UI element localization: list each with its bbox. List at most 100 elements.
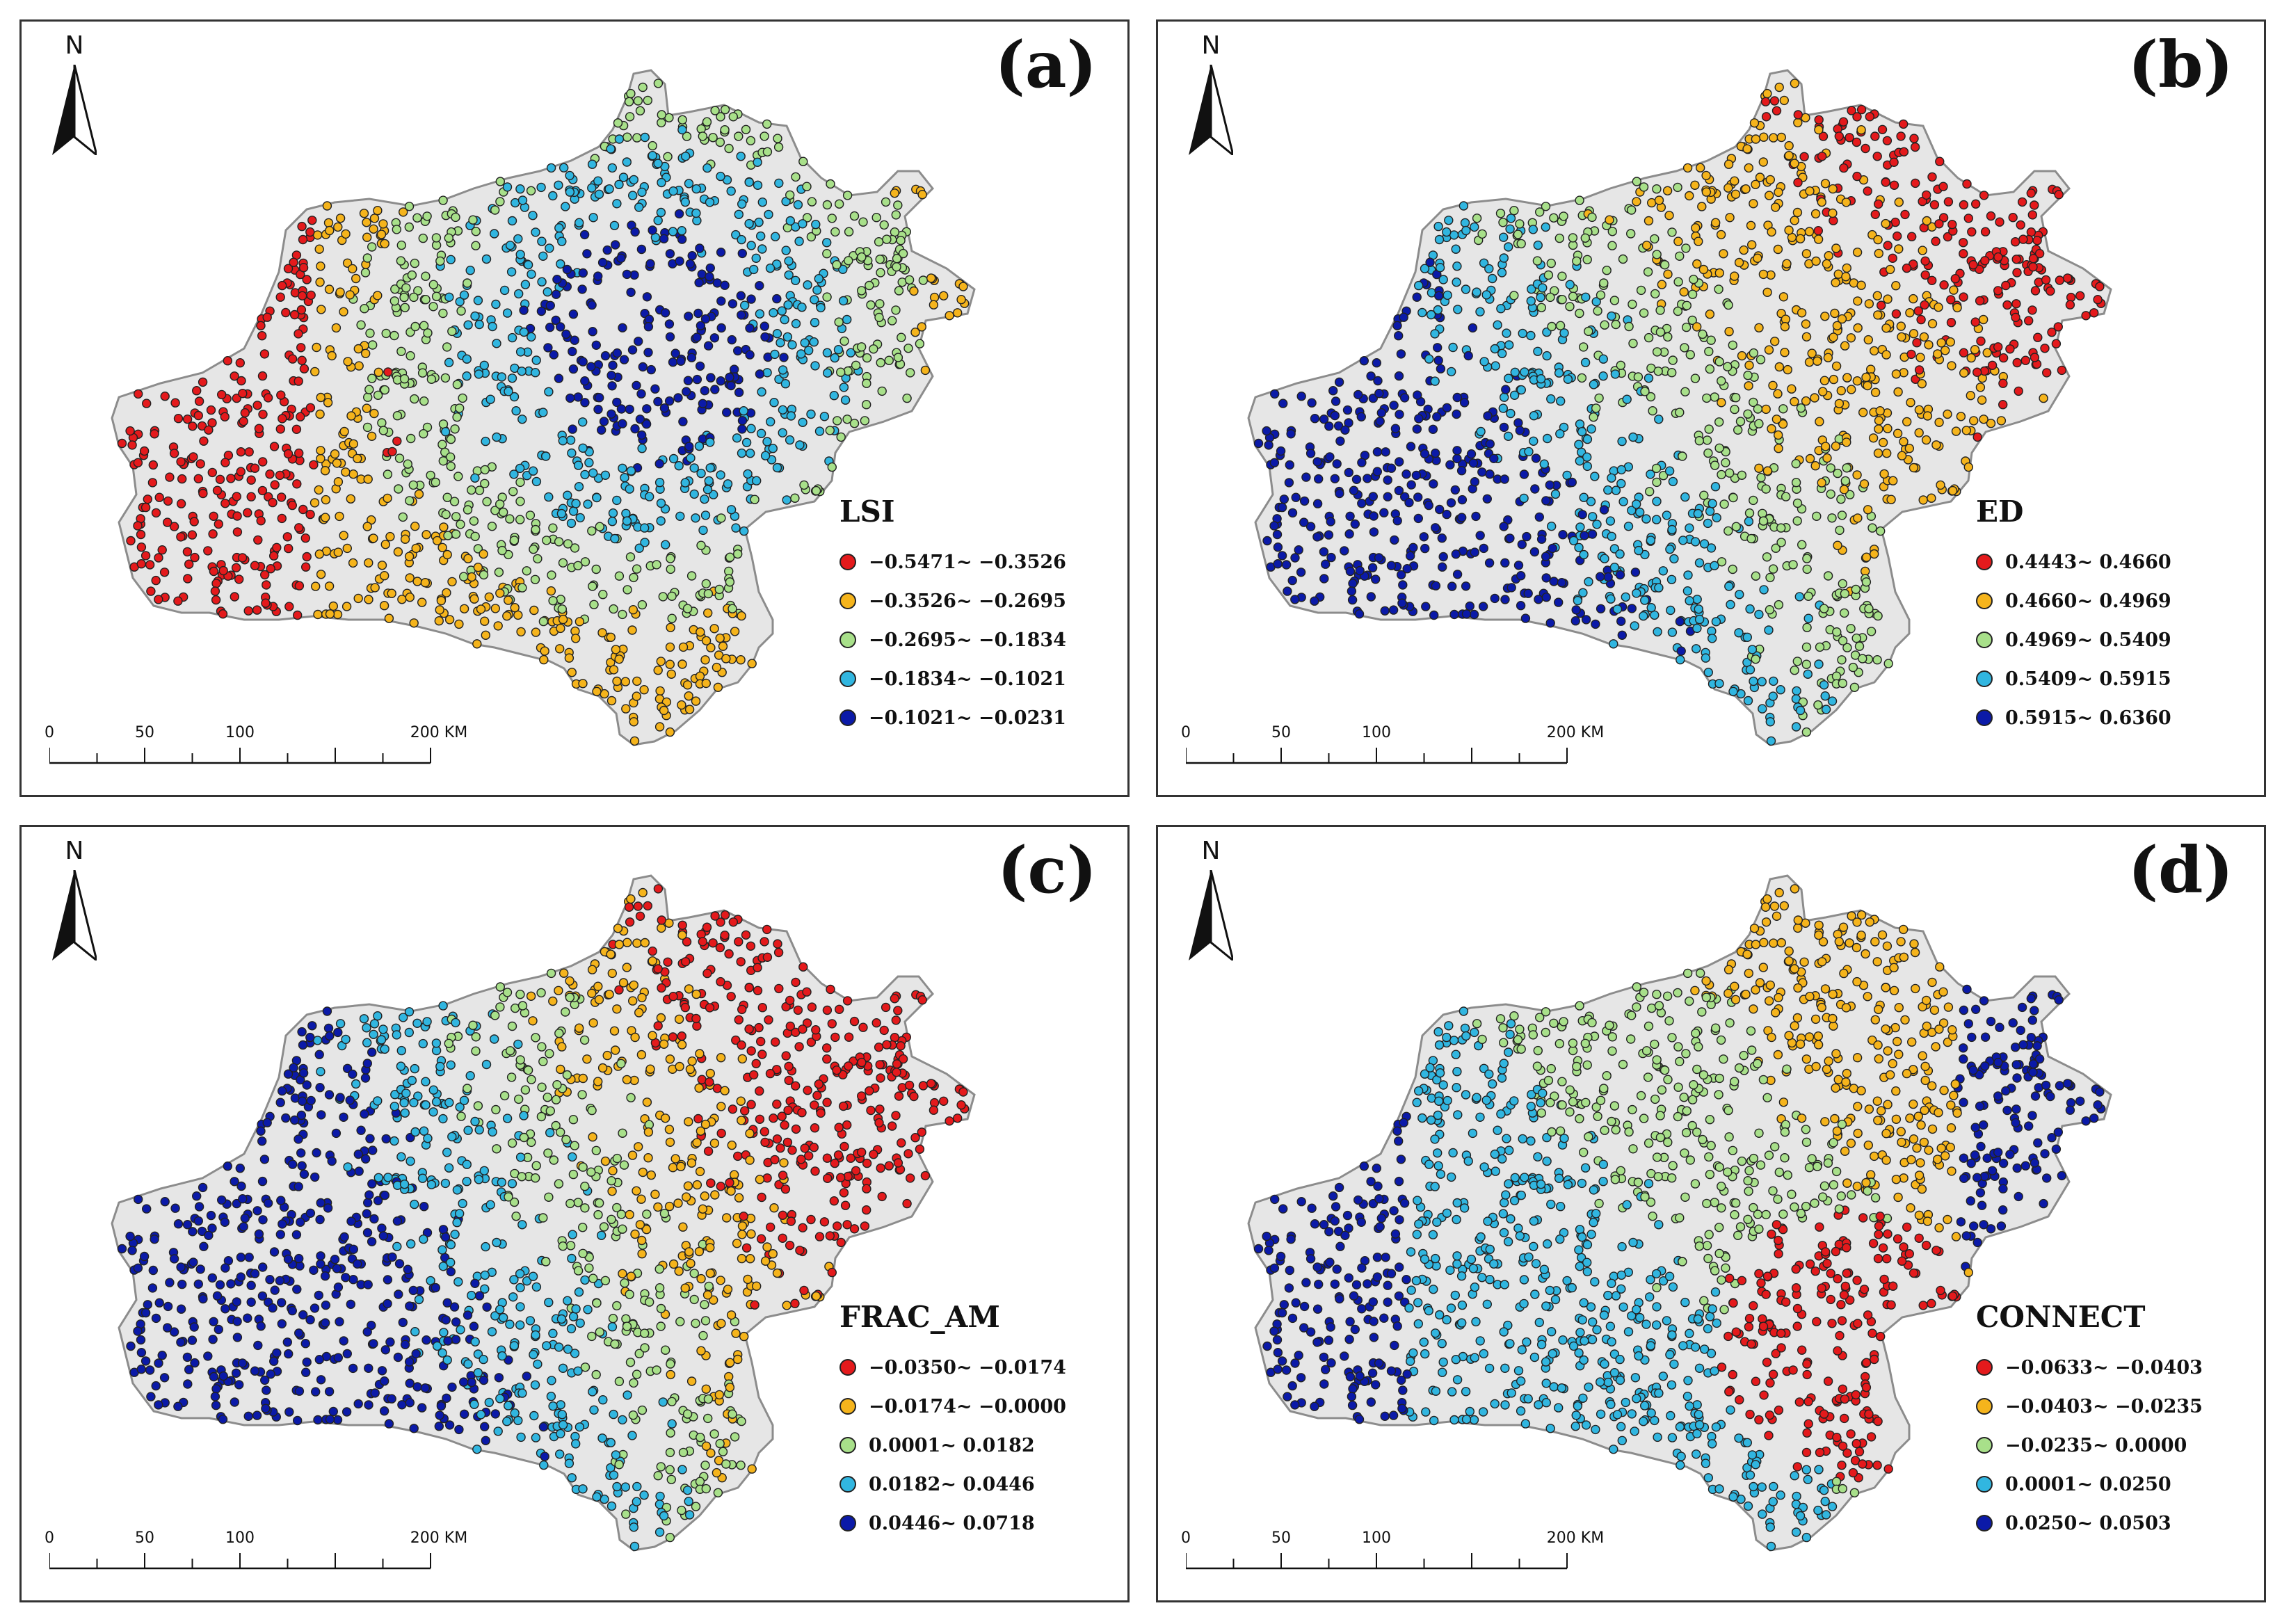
sample-point	[1529, 411, 1539, 421]
sample-point	[341, 467, 351, 477]
sample-point	[739, 1106, 750, 1116]
sample-point	[1863, 380, 1872, 391]
sample-point	[637, 187, 647, 198]
sample-point	[648, 946, 657, 956]
sample-point	[1869, 346, 1879, 356]
sample-point	[1669, 554, 1679, 564]
sample-point	[1708, 499, 1717, 508]
sample-point	[413, 1091, 423, 1101]
sample-point	[614, 1460, 624, 1470]
sample-point	[1299, 517, 1309, 527]
sample-point	[774, 178, 784, 188]
sample-point	[1617, 436, 1627, 447]
sample-point	[851, 360, 861, 370]
sample-point	[469, 1321, 479, 1331]
sample-point	[728, 604, 737, 613]
sample-point	[378, 426, 388, 435]
sample-point	[339, 1232, 349, 1242]
sample-point	[412, 577, 422, 586]
sample-point	[1549, 577, 1559, 586]
sample-point	[294, 581, 305, 590]
sample-point	[1654, 583, 1664, 593]
sample-point	[1526, 330, 1536, 341]
sample-point	[728, 299, 738, 309]
legend-item: 0.4969~ 0.5409	[1976, 620, 2254, 659]
sample-point	[1831, 243, 1841, 253]
sample-point	[1756, 473, 1766, 483]
sample-point	[777, 1111, 787, 1121]
sample-point	[1506, 583, 1516, 593]
sample-point	[170, 398, 180, 408]
sample-point	[148, 1265, 159, 1276]
sample-point	[1801, 332, 1812, 341]
sample-point	[226, 1279, 236, 1289]
sample-point	[862, 378, 871, 388]
sample-point	[626, 1093, 636, 1102]
sample-point	[637, 430, 647, 440]
sample-point	[302, 1357, 312, 1367]
sample-point	[298, 234, 308, 245]
sample-point	[1826, 463, 1835, 473]
sample-point	[198, 377, 208, 387]
sample-point	[664, 1201, 675, 1212]
sample-point	[1692, 322, 1702, 332]
sample-point	[874, 237, 884, 247]
sample-point	[169, 449, 179, 458]
sample-point	[283, 264, 294, 273]
sample-point	[806, 232, 817, 242]
sample-point	[514, 289, 524, 299]
sample-point	[830, 1032, 840, 1043]
sample-point	[403, 459, 412, 469]
sample-point	[1479, 543, 1488, 554]
sample-point	[875, 299, 885, 309]
sample-point	[1751, 571, 1761, 581]
sample-point	[630, 424, 640, 434]
sample-point	[253, 535, 263, 545]
sample-point	[680, 197, 690, 207]
sample-point	[527, 1137, 536, 1148]
sample-point	[765, 263, 776, 273]
sample-point	[417, 1173, 428, 1183]
sample-point	[842, 1220, 852, 1230]
sample-point	[1436, 364, 1446, 373]
sample-point	[509, 392, 520, 402]
sample-point	[618, 323, 627, 332]
sample-point	[1264, 440, 1273, 450]
sample-point	[705, 1003, 715, 1013]
sample-point	[418, 233, 428, 243]
sample-point	[800, 338, 810, 348]
sample-point	[1286, 429, 1296, 439]
sample-point	[1817, 478, 1826, 488]
sample-point	[1414, 280, 1424, 291]
sample-point	[310, 498, 320, 508]
sample-point	[150, 1235, 159, 1244]
legend-swatch	[1976, 709, 1993, 726]
sample-point	[720, 930, 730, 940]
sample-point	[1762, 88, 1772, 99]
sample-point	[790, 1081, 801, 1091]
sample-point	[713, 1488, 723, 1497]
sample-point	[404, 1027, 414, 1038]
sample-point	[641, 419, 652, 429]
sample-point	[270, 1285, 280, 1295]
sample-point	[1845, 490, 1855, 499]
sample-point	[1893, 387, 1903, 397]
sample-point	[822, 1054, 832, 1064]
sample-point	[858, 217, 868, 227]
sample-point	[816, 303, 826, 313]
sample-point	[1939, 280, 1949, 290]
sample-point	[1801, 727, 1812, 737]
sample-point	[664, 1125, 675, 1134]
sample-point	[634, 1349, 644, 1358]
sample-point	[1529, 547, 1540, 557]
sample-point	[595, 1327, 604, 1337]
sample-point	[774, 983, 784, 994]
sample-point	[746, 294, 756, 304]
sample-point	[1357, 499, 1367, 508]
sample-point	[360, 304, 369, 314]
sample-point	[559, 968, 569, 978]
sample-point	[643, 348, 653, 357]
sample-point	[1730, 404, 1739, 415]
sample-point	[2040, 344, 2050, 353]
sample-point	[611, 645, 621, 654]
